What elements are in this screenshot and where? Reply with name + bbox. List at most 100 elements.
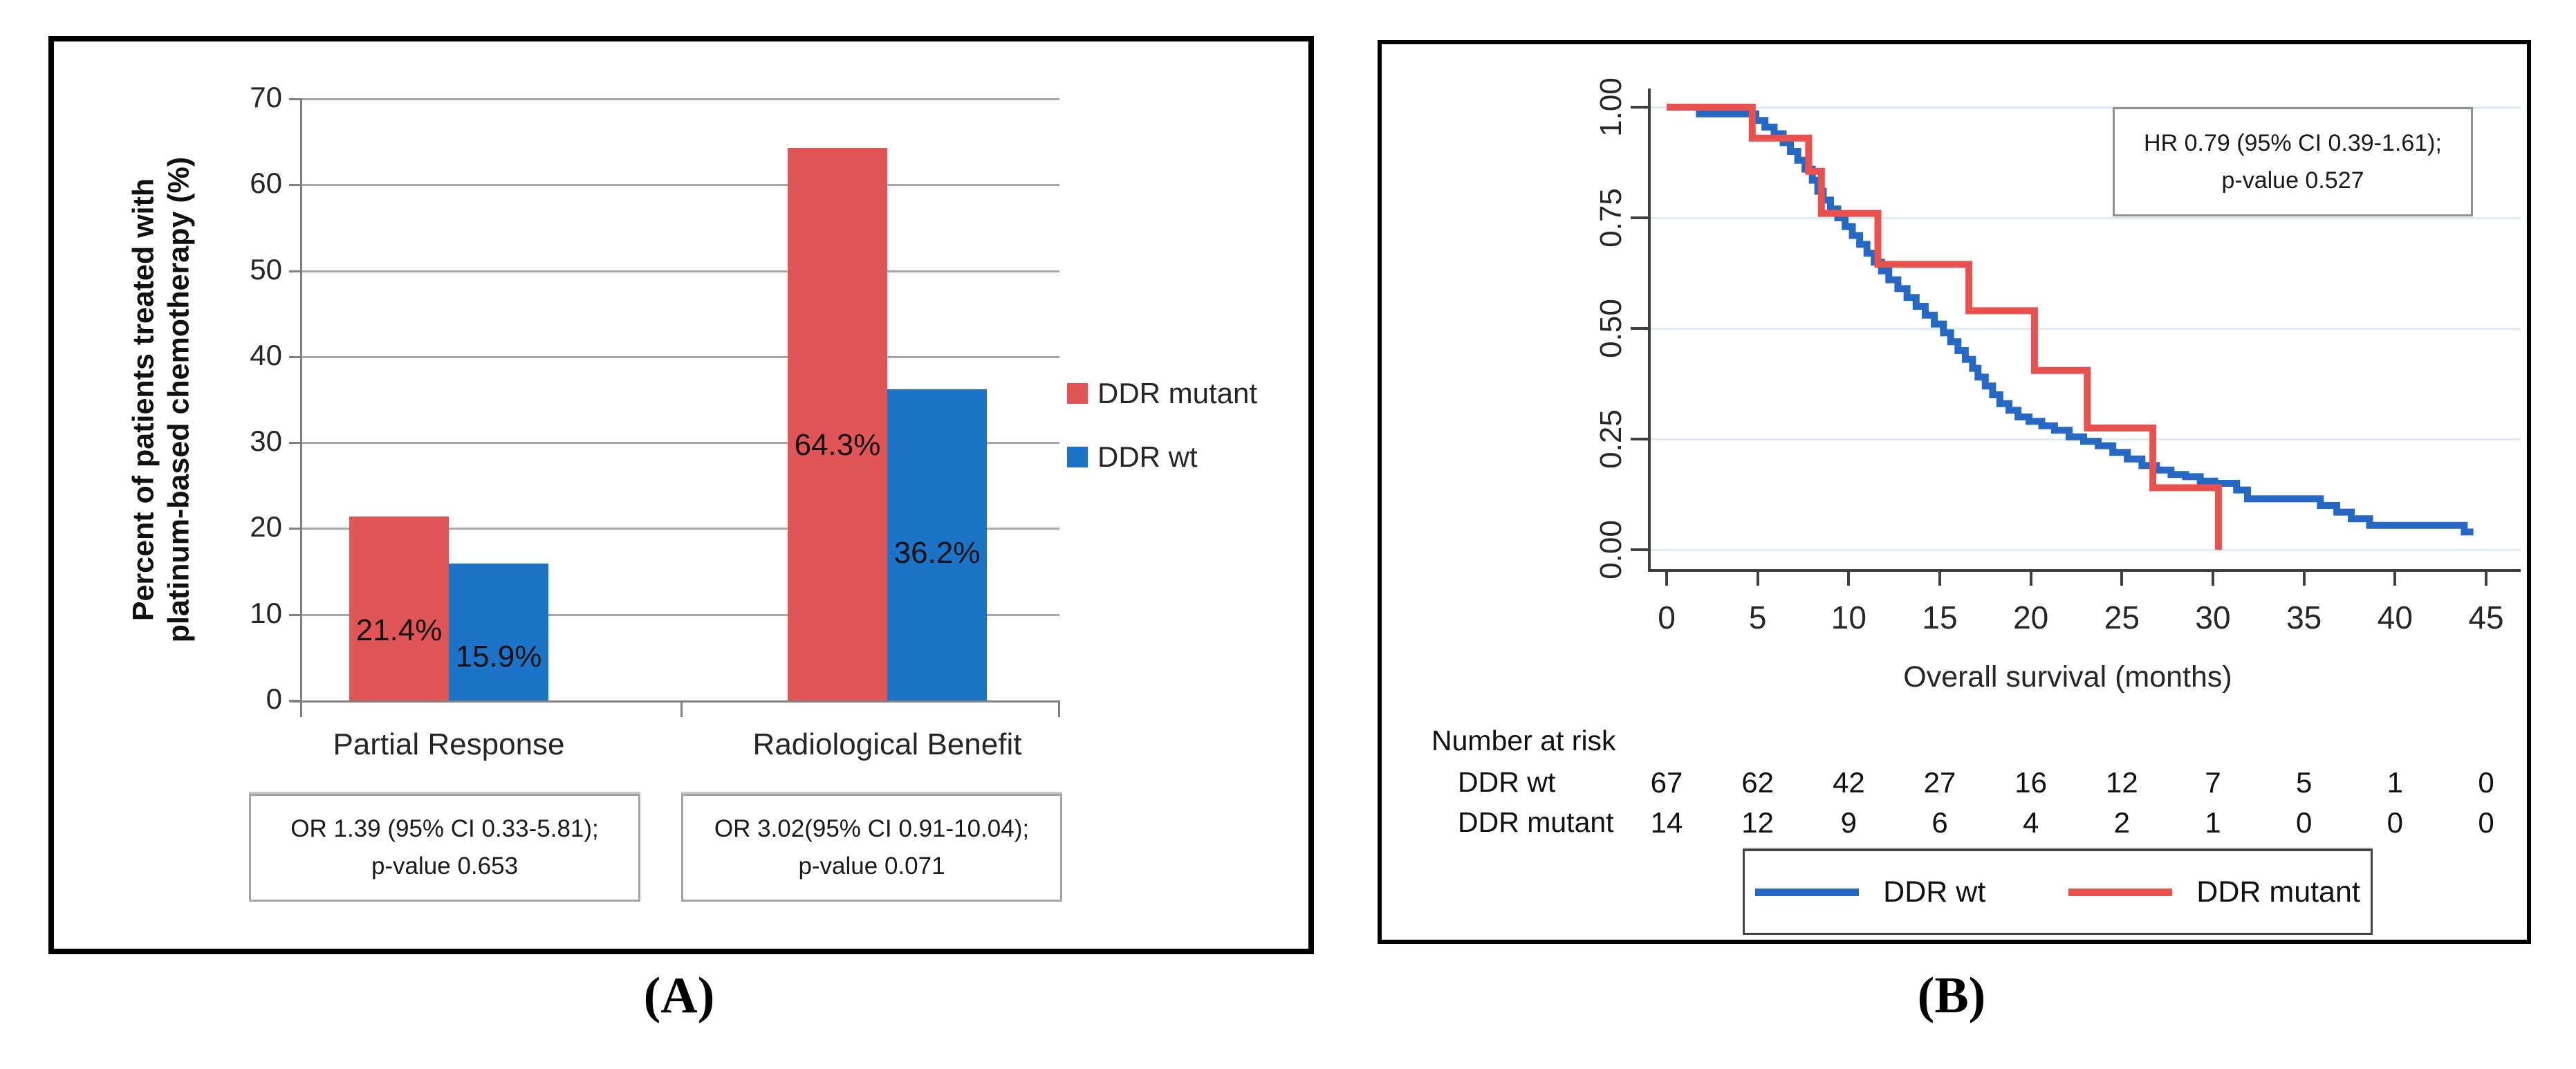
risk-count: 12: [2105, 766, 2138, 799]
risk-count: 67: [1650, 766, 1683, 799]
km-curve-ddr-mutant: [1667, 104, 2222, 550]
x-axis-tick-label: 0: [1658, 599, 1676, 635]
gridline: [302, 270, 1059, 272]
risk-count: 7: [2205, 766, 2221, 799]
risk-count: 0: [2295, 806, 2313, 839]
hr-note-line2: p-value 0.527: [2221, 167, 2364, 194]
panel-a-or-box-radiological-benefit: OR 3.02(95% CI 0.91-10.04); p-value 0.07…: [681, 794, 1062, 902]
or-note-line2: p-value 0.653: [371, 853, 519, 880]
gridline: [1649, 217, 2521, 219]
panel-b-legend-label-ddr-mutant: DDR mutant: [2196, 875, 2360, 909]
panel-b-caption: (B): [1917, 967, 1986, 1024]
x-tick-mark: [2302, 569, 2306, 586]
x-axis-tick-label: 30: [2195, 599, 2231, 635]
panel-b-legend-item-ddr-wt: DDR wt: [1755, 875, 1985, 909]
y-axis-tick-label: 0.00: [1594, 520, 1628, 579]
gridline: [1649, 549, 2521, 551]
panel-b-y-axis-line: [1648, 89, 1651, 570]
x-axis-tick-label: 10: [1831, 599, 1866, 635]
y-axis-tick-label: 0.25: [1594, 409, 1628, 469]
risk-count: 0: [2387, 806, 2404, 839]
panel-a-or-box-partial-response: OR 1.39 (95% CI 0.33-5.81); p-value 0.65…: [249, 794, 640, 902]
x-axis-tick-label: 5: [1748, 599, 1767, 635]
x-axis-tick-label: 20: [2013, 599, 2049, 635]
y-tick-mark: [1631, 548, 1649, 551]
x-axis-tick-label: 15: [1922, 599, 1958, 635]
panel-a-category-tick-start: [300, 700, 302, 717]
or-note-line1: OR 3.02(95% CI 0.91-10.04);: [714, 815, 1030, 842]
x-axis-tick-label: 25: [2104, 599, 2140, 635]
gridline: [302, 613, 1059, 616]
gridline: [302, 98, 1059, 100]
risk-count: 1: [2387, 766, 2404, 799]
x-tick-mark: [1756, 569, 1759, 586]
panel-a-y-axis-title-line1: Percent of patients treated with: [127, 178, 160, 622]
ddr-wt-line-icon: [1755, 888, 1860, 896]
y-tick-mark: [289, 442, 302, 445]
bar-ddr-wt-0: [449, 564, 548, 700]
x-axis-tick-label: 35: [2286, 599, 2322, 635]
x-axis-tick-label: 45: [2468, 599, 2504, 635]
y-axis-tick-label: 60: [250, 167, 282, 200]
risk-table-title: Number at risk: [1431, 725, 1616, 756]
x-tick-mark: [1847, 569, 1851, 586]
panel-b-legend-box: DDR wt DDR mutant: [1743, 849, 2373, 935]
gridline: [302, 528, 1059, 530]
risk-count: 5: [2295, 766, 2313, 799]
risk-count: 2: [2113, 806, 2131, 839]
panel-b-legend-label-ddr-wt: DDR wt: [1883, 875, 1986, 909]
gridline: [302, 355, 1059, 358]
or-note-line1: OR 1.39 (95% CI 0.33-5.81);: [290, 815, 599, 842]
risk-count: 12: [1741, 806, 1775, 839]
risk-count: 16: [2014, 766, 2048, 799]
panel-a-x-axis-line: [290, 700, 1059, 703]
panel-a-y-axis-line: [300, 99, 302, 716]
y-tick-mark: [289, 270, 302, 272]
panel-a-legend-item-ddr-mutant: DDR mutant: [1067, 377, 1257, 410]
y-axis-tick-label: 70: [250, 81, 282, 113]
risk-count: 27: [1923, 766, 1956, 799]
or-note-line2: p-value 0.071: [798, 853, 945, 880]
gridline: [1649, 328, 2521, 330]
bar-ddr-mutant-0: [349, 517, 449, 700]
risk-count: 9: [1840, 806, 1857, 839]
y-axis-tick-label: 50: [250, 252, 282, 286]
risk-count: 14: [1650, 806, 1683, 839]
panel-a-category-tick-mid: [680, 700, 683, 717]
x-tick-mark: [1938, 569, 1941, 586]
x-tick-mark: [2393, 569, 2397, 586]
y-axis-tick-label: 0.75: [1594, 188, 1628, 248]
panel-a-category-radiological-benefit: Radiological Benefit: [752, 727, 1022, 761]
ddr-wt-swatch-icon: [1067, 447, 1088, 467]
x-axis-tick-label: 40: [2377, 599, 2413, 635]
x-tick-mark: [2029, 569, 2032, 586]
y-tick-mark: [289, 184, 302, 187]
bar-ddr-wt-1: [887, 389, 987, 700]
y-axis-tick-label: 40: [250, 338, 282, 371]
y-axis-tick-label: 1.00: [1594, 77, 1628, 137]
panel-b-x-axis-title: Overall survival (months): [1903, 660, 2232, 694]
y-tick-mark: [1631, 106, 1649, 109]
y-tick-mark: [1631, 216, 1649, 219]
y-tick-mark: [1631, 327, 1649, 330]
risk-count: 1: [2205, 806, 2221, 839]
x-tick-mark: [2120, 569, 2124, 586]
ddr-mutant-line-icon: [2068, 888, 2173, 896]
risk-count: 0: [2478, 806, 2494, 839]
gridline: [1649, 106, 2521, 109]
hr-note-line1: HR 0.79 (95% CI 0.39-1.61);: [2144, 129, 2442, 156]
risk-row-label-ddr-mutant: DDR mutant: [1458, 806, 1614, 838]
bar-value-label: 36.2%: [893, 536, 981, 570]
gridline: [302, 442, 1059, 445]
bar-ddr-mutant-1: [788, 147, 887, 700]
y-tick-mark: [289, 98, 302, 100]
panel-b-legend-item-ddr-mutant: DDR mutant: [2068, 875, 2360, 909]
risk-count: 42: [1832, 766, 1865, 799]
ddr-mutant-swatch-icon: [1067, 383, 1088, 404]
y-tick-mark: [289, 613, 302, 616]
x-tick-mark: [1665, 569, 1668, 586]
panel-a-category-partial-response: Partial Response: [333, 727, 565, 761]
panel-b-x-axis-line: [1648, 569, 2521, 572]
y-axis-tick-label: 0: [266, 682, 282, 715]
